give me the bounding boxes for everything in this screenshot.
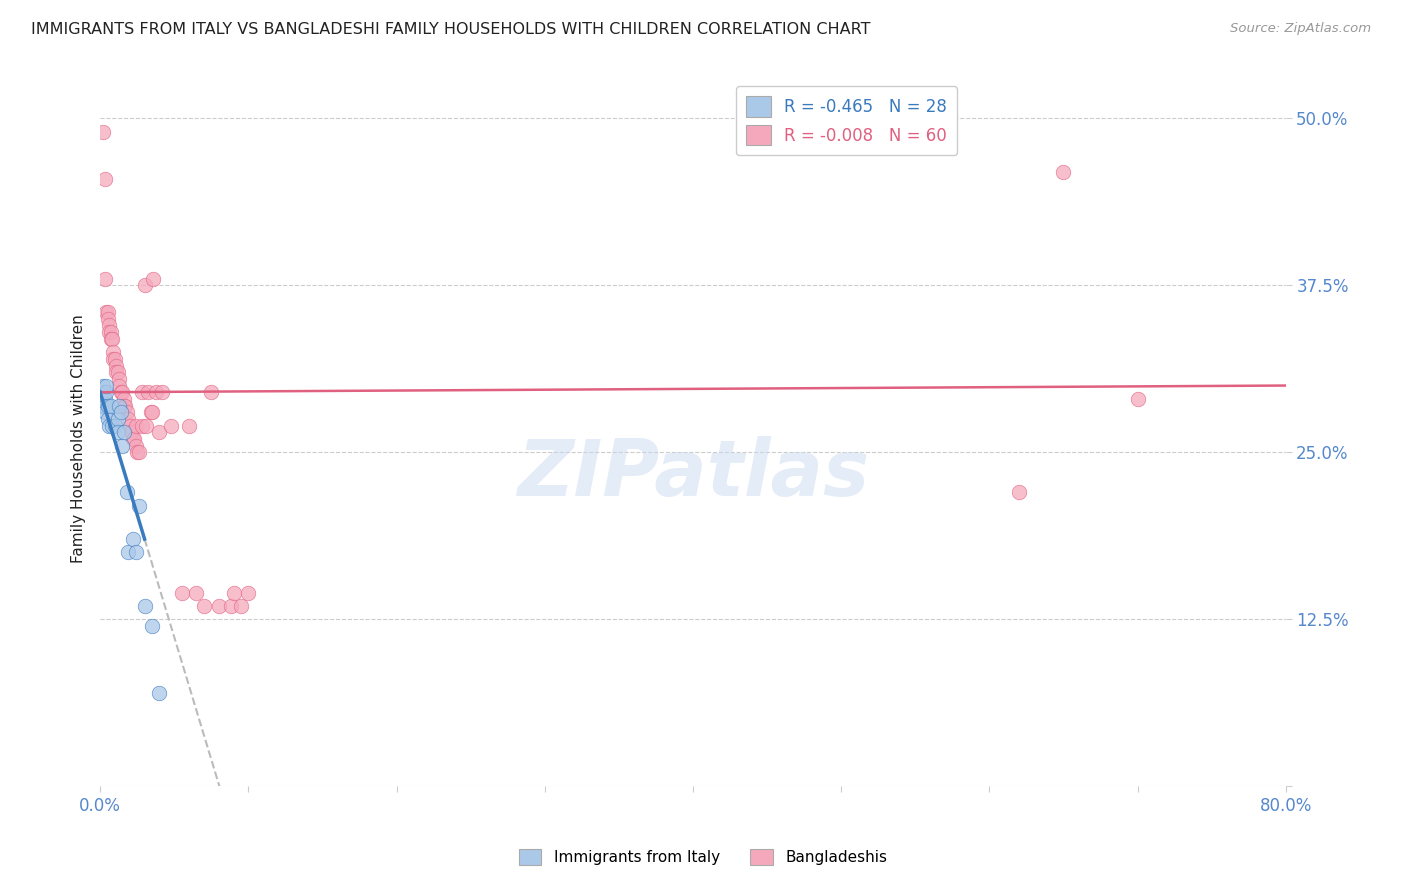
Point bbox=[94, 305, 117, 319]
Point bbox=[90, 385, 112, 400]
Point bbox=[112, 392, 135, 406]
Point bbox=[105, 365, 128, 379]
Point bbox=[128, 445, 150, 459]
Point bbox=[1008, 485, 1031, 500]
Point bbox=[134, 599, 156, 613]
Point bbox=[118, 418, 141, 433]
Point bbox=[94, 378, 117, 392]
Point bbox=[110, 405, 132, 419]
Point bbox=[115, 485, 138, 500]
Point bbox=[134, 278, 156, 293]
Point bbox=[96, 412, 118, 426]
Point bbox=[121, 532, 143, 546]
Point bbox=[238, 585, 260, 599]
Point bbox=[108, 372, 131, 386]
Point bbox=[96, 399, 118, 413]
Text: IMMIGRANTS FROM ITALY VS BANGLADESHI FAMILY HOUSEHOLDS WITH CHILDREN CORRELATION: IMMIGRANTS FROM ITALY VS BANGLADESHI FAM… bbox=[31, 22, 870, 37]
Point bbox=[101, 418, 124, 433]
Point bbox=[142, 271, 165, 285]
Point bbox=[90, 399, 112, 413]
Point bbox=[100, 399, 122, 413]
Point bbox=[100, 325, 122, 339]
Point bbox=[93, 392, 115, 406]
Point bbox=[148, 425, 170, 440]
Point bbox=[193, 599, 215, 613]
Point bbox=[96, 305, 118, 319]
Point bbox=[141, 619, 163, 633]
Point bbox=[208, 599, 231, 613]
Point bbox=[103, 345, 125, 359]
Point bbox=[1052, 165, 1074, 179]
Point bbox=[131, 385, 153, 400]
Point bbox=[103, 351, 125, 366]
Point bbox=[94, 385, 117, 400]
Text: ZIPatlas: ZIPatlas bbox=[517, 435, 869, 512]
Point bbox=[108, 399, 131, 413]
Point bbox=[105, 359, 128, 373]
Point bbox=[115, 405, 138, 419]
Point bbox=[125, 439, 148, 453]
Point bbox=[104, 418, 127, 433]
Point bbox=[1126, 392, 1149, 406]
Point bbox=[117, 545, 139, 559]
Point bbox=[107, 412, 129, 426]
Point bbox=[120, 425, 142, 440]
Point bbox=[131, 418, 153, 433]
Point bbox=[122, 432, 145, 446]
Point bbox=[98, 325, 121, 339]
Point bbox=[170, 585, 193, 599]
Point bbox=[93, 405, 115, 419]
Y-axis label: Family Households with Children: Family Households with Children bbox=[72, 315, 86, 564]
Point bbox=[98, 418, 121, 433]
Legend: R = -0.465   N = 28, R = -0.008   N = 60: R = -0.465 N = 28, R = -0.008 N = 60 bbox=[737, 87, 957, 155]
Point bbox=[117, 412, 139, 426]
Point bbox=[108, 378, 131, 392]
Point bbox=[111, 385, 134, 400]
Point bbox=[93, 271, 115, 285]
Point bbox=[139, 405, 162, 419]
Point bbox=[91, 385, 114, 400]
Point bbox=[114, 399, 136, 413]
Point bbox=[127, 445, 149, 459]
Point bbox=[111, 439, 134, 453]
Point bbox=[150, 385, 173, 400]
Point bbox=[219, 599, 242, 613]
Point bbox=[186, 585, 208, 599]
Point bbox=[200, 385, 222, 400]
Point bbox=[100, 332, 122, 346]
Point bbox=[107, 365, 129, 379]
Legend: Immigrants from Italy, Bangladeshis: Immigrants from Italy, Bangladeshis bbox=[512, 843, 894, 871]
Point bbox=[93, 171, 115, 186]
Point bbox=[91, 378, 114, 392]
Point bbox=[125, 545, 148, 559]
Point bbox=[148, 686, 170, 700]
Point bbox=[96, 311, 118, 326]
Point bbox=[110, 385, 132, 400]
Point bbox=[177, 418, 200, 433]
Point bbox=[91, 125, 114, 139]
Point bbox=[93, 399, 115, 413]
Point bbox=[125, 418, 148, 433]
Point bbox=[145, 385, 167, 400]
Point bbox=[101, 332, 124, 346]
Point bbox=[135, 418, 157, 433]
Point bbox=[121, 432, 143, 446]
Point bbox=[112, 399, 135, 413]
Point bbox=[136, 385, 159, 400]
Point bbox=[229, 599, 252, 613]
Point bbox=[107, 425, 129, 440]
Point bbox=[104, 351, 127, 366]
Point bbox=[141, 405, 163, 419]
Point bbox=[112, 425, 135, 440]
Point bbox=[160, 418, 183, 433]
Point bbox=[98, 318, 121, 333]
Text: Source: ZipAtlas.com: Source: ZipAtlas.com bbox=[1230, 22, 1371, 36]
Point bbox=[128, 499, 150, 513]
Point bbox=[222, 585, 245, 599]
